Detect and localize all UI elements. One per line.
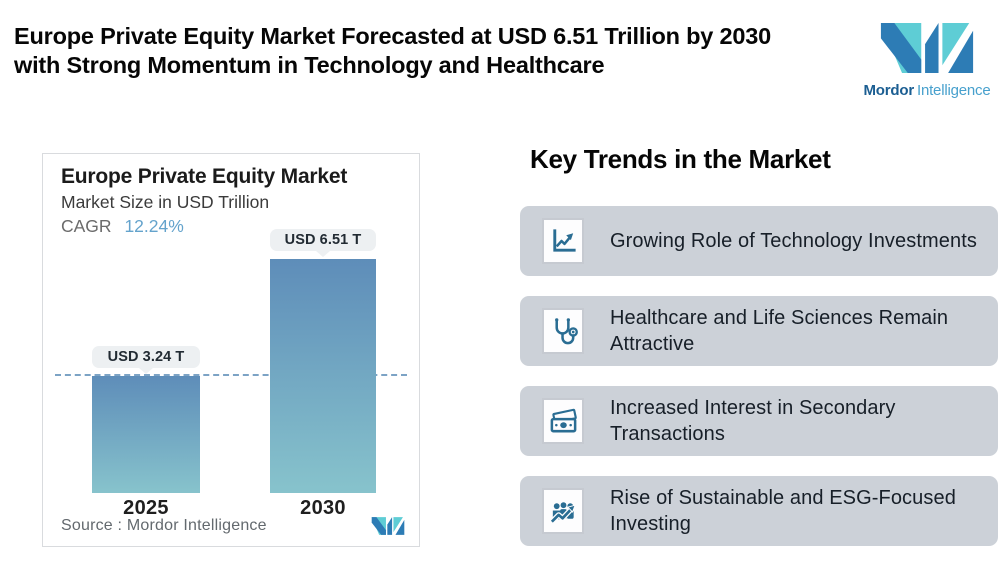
trend-text: Healthcare and Life Sciences Remain Attr…	[610, 307, 949, 355]
bar-chart-plot: USD 3.24 T USD 6.51 T	[55, 229, 407, 493]
stethoscope-icon	[554, 317, 578, 344]
icon-box	[542, 398, 584, 444]
logo-word-intelligence: Intelligence	[916, 82, 991, 99]
source-row: Source : Mordor Intelligence	[61, 514, 405, 538]
chart-subtitle: Market Size in USD Trillion	[61, 192, 270, 212]
infographic-title: Europe Private Equity Market Forecasted …	[14, 22, 854, 80]
tooltip-pointer-icon	[316, 251, 330, 257]
icon-box	[542, 488, 584, 534]
cagr-label: CAGR	[61, 216, 112, 236]
bar-2030	[270, 259, 376, 493]
bar-value-label-2030: USD 6.51 T	[270, 229, 376, 251]
bar-column: USD 3.24 T	[92, 346, 200, 493]
cagr-value: 12.24%	[124, 216, 184, 236]
trend-text: Increased Interest in Secondary Transact…	[610, 397, 896, 445]
cagr-row: CAGR 12.24%	[61, 216, 184, 237]
tooltip-pointer-icon	[139, 368, 153, 374]
people-growth-icon	[549, 501, 576, 524]
mordor-mini-logo-icon	[371, 517, 405, 535]
icon-box	[542, 218, 584, 264]
trend-card-healthcare: Healthcare and Life Sciences Remain Attr…	[520, 296, 998, 366]
bar-column: USD 6.51 T	[270, 229, 376, 493]
icon-box	[542, 308, 584, 354]
trend-card-technology: Growing Role of Technology Investments	[520, 206, 998, 276]
trend-text: Growing Role of Technology Investments	[610, 230, 977, 252]
bar-value-label-2025: USD 3.24 T	[92, 346, 200, 368]
banknotes-icon	[550, 408, 577, 432]
source-label: Source :	[61, 517, 123, 534]
mordor-intelligence-logo: Mordor Intelligence	[860, 4, 994, 118]
chart-title: Europe Private Equity Market	[61, 165, 348, 188]
source-value: Mordor Intelligence	[126, 517, 267, 534]
trends-heading: Key Trends in the Market	[530, 144, 831, 174]
bar-2025	[92, 376, 200, 493]
x-axis-label-2025: 2025	[123, 497, 169, 519]
title-line-2: with Strong Momentum in Technology and H…	[14, 52, 605, 78]
trend-card-secondary-transactions: Increased Interest in Secondary Transact…	[520, 386, 998, 456]
mordor-logo-icon	[880, 23, 974, 73]
trends-list: Growing Role of Technology Investments H…	[520, 206, 998, 566]
logo-wordmark: Mordor Intelligence	[864, 82, 991, 99]
baseline-dashed-line	[55, 374, 407, 376]
trend-card-esg-investing: Rise of Sustainable and ESG-Focused Inve…	[520, 476, 998, 546]
logo-word-mordor: Mordor	[863, 82, 915, 99]
trend-text: Rise of Sustainable and ESG-Focused Inve…	[610, 487, 956, 535]
market-chart-panel: Europe Private Equity Market Market Size…	[42, 153, 420, 547]
line-chart-icon	[552, 228, 576, 252]
source-attribution: Source : Mordor Intelligence	[61, 517, 267, 535]
title-line-1: Europe Private Equity Market Forecasted …	[14, 23, 771, 49]
x-axis-label-2030: 2030	[300, 497, 346, 519]
